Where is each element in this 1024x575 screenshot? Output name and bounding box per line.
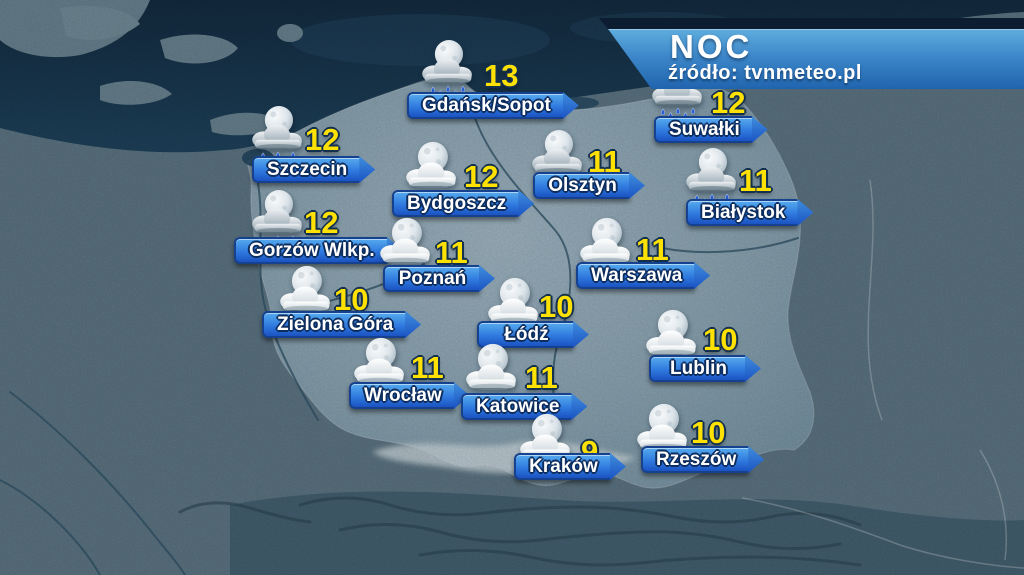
city-label-gdansk-sopot: Gdańsk/Sopot <box>407 92 564 119</box>
temperature-bydgoszcz: 12 <box>464 159 499 194</box>
city-label-lublin: Lublin <box>649 355 746 382</box>
city-label-rzeszow: Rzeszów <box>641 446 750 473</box>
header-banner: NOC źródło: tvnmeteo.pl <box>588 18 1024 90</box>
city-name: Gdańsk/Sopot <box>422 95 551 116</box>
city-name: Olsztyn <box>548 175 617 196</box>
city-label-szczecin: Szczecin <box>252 156 361 183</box>
temperature-szczecin: 12 <box>305 122 340 157</box>
city-label-krakow: Kraków <box>514 453 611 480</box>
temperature-zielona-gora: 10 <box>334 282 369 317</box>
city-label-warszawa: Warszawa <box>576 262 696 289</box>
temperature-lublin: 10 <box>703 322 738 357</box>
city-name: Zielona Góra <box>277 314 394 335</box>
city-name: Szczecin <box>267 159 348 180</box>
temperature-katowice: 11 <box>525 360 558 395</box>
city-name: Bydgoszcz <box>407 193 507 214</box>
source-credit: źródło: tvnmeteo.pl <box>668 62 862 84</box>
city-name: Białystok <box>701 202 786 223</box>
city-name: Wrocław <box>364 385 442 406</box>
forecast-period-title: NOC <box>670 28 753 65</box>
banner-body: NOC źródło: tvnmeteo.pl <box>608 28 1024 89</box>
banner-top-strip <box>598 18 1024 29</box>
temperature-gorzow-wlkp: 12 <box>304 205 339 240</box>
city-label-wroclaw: Wrocław <box>349 382 455 409</box>
city-label-suwalki: Suwałki <box>654 116 753 143</box>
city-name: Katowice <box>476 396 560 417</box>
city-name: Kraków <box>529 456 598 477</box>
city-name: Gorzów Wlkp. <box>249 240 375 261</box>
city-label-gorzow-wlkp: Gorzów Wlkp. <box>234 237 388 264</box>
temperature-suwalki: 12 <box>711 85 746 120</box>
city-label-katowice: Katowice <box>461 393 573 420</box>
temperature-bialystok: 11 <box>739 163 772 198</box>
temperature-lodz: 10 <box>539 289 574 324</box>
temperature-warszawa: 11 <box>636 232 669 267</box>
temperature-wroclaw: 11 <box>411 350 444 385</box>
city-name: Lublin <box>670 358 727 379</box>
city-label-olsztyn: Olsztyn <box>533 172 630 199</box>
temperature-rzeszow: 10 <box>691 415 726 450</box>
city-label-bydgoszcz: Bydgoszcz <box>392 190 520 217</box>
city-name: Suwałki <box>669 119 740 140</box>
city-label-bialystok: Białystok <box>686 199 799 226</box>
temperature-gdansk-sopot: 13 <box>484 58 519 93</box>
city-label-zielona-gora: Zielona Góra <box>262 311 407 338</box>
city-name: Rzeszów <box>656 449 737 470</box>
city-name: Poznań <box>398 268 467 289</box>
city-name: Łódź <box>504 324 549 345</box>
city-name: Warszawa <box>591 265 683 286</box>
city-label-poznan: Poznań <box>383 265 480 292</box>
temperature-poznan: 11 <box>435 235 468 270</box>
city-label-lodz: Łódź <box>477 321 574 348</box>
